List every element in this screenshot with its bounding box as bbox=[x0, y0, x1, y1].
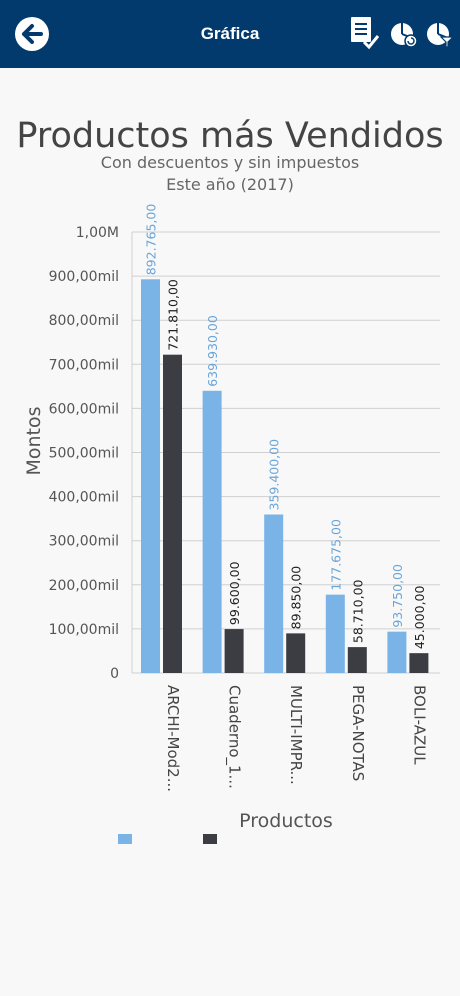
bar-series1 bbox=[141, 279, 160, 673]
app-header: Gráfica bbox=[0, 0, 460, 68]
data-label: 58.710,00 bbox=[350, 579, 365, 643]
back-arrow-icon bbox=[22, 24, 43, 44]
y-tick-label: 1,00M bbox=[76, 225, 119, 241]
data-label: 639.930,00 bbox=[205, 315, 220, 387]
back-button[interactable] bbox=[15, 17, 49, 51]
page-title: Gráfica bbox=[200, 24, 260, 43]
bars bbox=[141, 279, 429, 673]
legend-swatch-series1 bbox=[118, 834, 132, 844]
data-label: 93.750,00 bbox=[390, 564, 405, 628]
x-tick-label: BOLI-AZUL bbox=[410, 685, 428, 765]
bar-series1 bbox=[387, 631, 407, 673]
y-tick-label: 100,00mil bbox=[49, 622, 119, 638]
chart-subtitle-1: Con descuentos y sin impuestos bbox=[101, 153, 359, 172]
data-label: 892.765,00 bbox=[144, 204, 159, 276]
y-tick-label: 400,00mil bbox=[49, 490, 119, 506]
y-tick-label: 200,00mil bbox=[49, 578, 119, 594]
data-label: 89.850,00 bbox=[289, 566, 304, 630]
x-tick-label: ARCHI-Mod2... bbox=[164, 685, 182, 792]
bar-series2 bbox=[224, 629, 244, 673]
bar-series1 bbox=[202, 390, 222, 673]
data-label: 99.600,00 bbox=[227, 561, 242, 625]
data-label: 359.400,00 bbox=[267, 439, 282, 511]
bar-series2 bbox=[286, 633, 306, 673]
bar-chart: Productos más Vendidos Con descuentos y … bbox=[16, 116, 444, 844]
data-label: 721.810,00 bbox=[166, 279, 181, 351]
x-axis-label: Productos bbox=[239, 810, 333, 832]
pie-chart-filter-icon[interactable] bbox=[424, 18, 456, 50]
chart-subtitle-2: Este año (2017) bbox=[166, 175, 294, 194]
bar-series2 bbox=[163, 354, 182, 673]
bar-series2 bbox=[409, 653, 429, 673]
bar-series2 bbox=[347, 647, 367, 673]
y-tick-label: 500,00mil bbox=[49, 446, 119, 462]
y-tick-label: 600,00mil bbox=[49, 401, 119, 417]
y-tick-labels: 0 100,00mil 200,00mil 300,00mil 400,00mil 500… bbox=[49, 225, 119, 682]
report-check-icon[interactable] bbox=[348, 14, 380, 52]
pie-chart-cycle-icon[interactable] bbox=[388, 18, 420, 50]
y-tick-label: 700,00mil bbox=[49, 357, 119, 373]
y-tick-label: 900,00mil bbox=[49, 269, 119, 285]
data-label: 45.000,00 bbox=[412, 585, 427, 649]
x-tick-label: Cuaderno_1... bbox=[225, 685, 244, 789]
data-labels: 892.765,00 721.810,00 639.930,00 99.600,00 3… bbox=[144, 204, 427, 649]
chart-area: Productos más Vendidos Con descuentos y … bbox=[0, 68, 460, 848]
x-tick-label: PEGA-NOTAS bbox=[349, 685, 367, 781]
x-tick-label: MULTI-IMPR... bbox=[287, 685, 305, 785]
y-axis-label: Montos bbox=[23, 406, 45, 475]
y-tick-label: 0 bbox=[110, 666, 119, 682]
legend bbox=[118, 834, 217, 844]
y-tick-label: 300,00mil bbox=[49, 534, 119, 550]
x-tick-labels: ARCHI-Mod2... Cuaderno_1... MULTI-IMPR... P… bbox=[164, 685, 428, 792]
data-label: 177.675,00 bbox=[328, 519, 343, 591]
legend-swatch-series2 bbox=[203, 834, 217, 844]
chart-title: Productos más Vendidos bbox=[16, 116, 443, 156]
bar-series1 bbox=[325, 594, 345, 673]
bar-series1 bbox=[264, 514, 284, 673]
y-tick-label: 800,00mil bbox=[49, 313, 119, 329]
